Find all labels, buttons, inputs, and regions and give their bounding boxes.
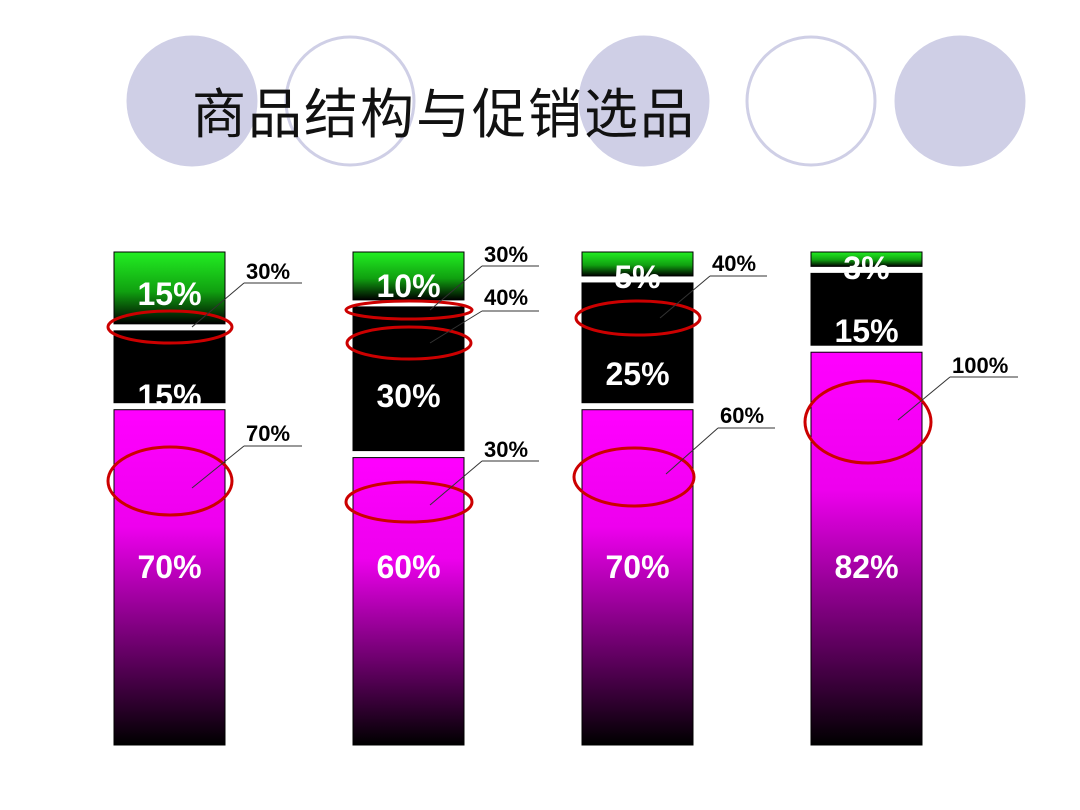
leader-line: [429, 265, 483, 311]
highlight-ellipse: [344, 480, 474, 524]
bar-segment-bottom-1: [113, 409, 226, 746]
leader-line: [897, 376, 951, 421]
segment-label: 15%: [834, 313, 898, 349]
segment-label: 82%: [834, 549, 898, 585]
leader-line: [429, 310, 483, 344]
bar-segment-top-2: [352, 251, 465, 301]
bg-circle-2: [284, 35, 416, 167]
highlight-ellipse: [572, 446, 696, 508]
bar-segment-bottom-2: [352, 457, 465, 746]
highlight-ellipse: [106, 309, 234, 345]
bar-segment-middle-4: [810, 272, 923, 346]
bg-circle-4: [745, 35, 877, 167]
callout-label: 30%: [246, 259, 290, 284]
highlight-ellipse: [345, 325, 473, 361]
bar-segment-bottom-3: [581, 409, 694, 746]
bar-segment-top-4: [810, 251, 923, 267]
bg-circle-3: [578, 35, 710, 167]
leader-line: [191, 282, 245, 328]
highlight-ellipse: [106, 445, 234, 517]
segment-label: 60%: [376, 549, 440, 585]
segment-label: 15%: [137, 378, 201, 414]
segment-label: 5%: [614, 259, 660, 295]
callout-label: 100%: [952, 353, 1008, 378]
highlight-ellipse: [344, 299, 474, 321]
bg-circle-5: [894, 35, 1026, 167]
leader-line: [429, 460, 483, 506]
highlight-ellipse: [803, 379, 933, 465]
leader-line: [665, 427, 719, 475]
callout-label: 40%: [484, 285, 528, 310]
callout-label: 30%: [484, 437, 528, 462]
highlight-ellipse: [574, 299, 702, 337]
leader-line: [659, 275, 711, 319]
segment-label: 25%: [605, 356, 669, 392]
segment-label: 10%: [376, 268, 440, 304]
callout-label: 30%: [484, 242, 528, 267]
callout-label: 40%: [712, 251, 756, 276]
callout-label: 60%: [720, 403, 764, 428]
callout-label: 70%: [246, 421, 290, 446]
segment-label: 70%: [605, 549, 669, 585]
segment-label: 15%: [137, 276, 201, 312]
bar-segment-top-3: [581, 251, 694, 277]
bg-circle-1: [126, 35, 258, 167]
leader-line: [191, 445, 245, 489]
segment-label: 3%: [843, 250, 889, 286]
page-title: 商品结构与促销选品: [192, 83, 696, 146]
segment-label: 70%: [137, 549, 201, 585]
segment-label: 30%: [376, 378, 440, 414]
bar-segment-bottom-4: [810, 351, 923, 746]
